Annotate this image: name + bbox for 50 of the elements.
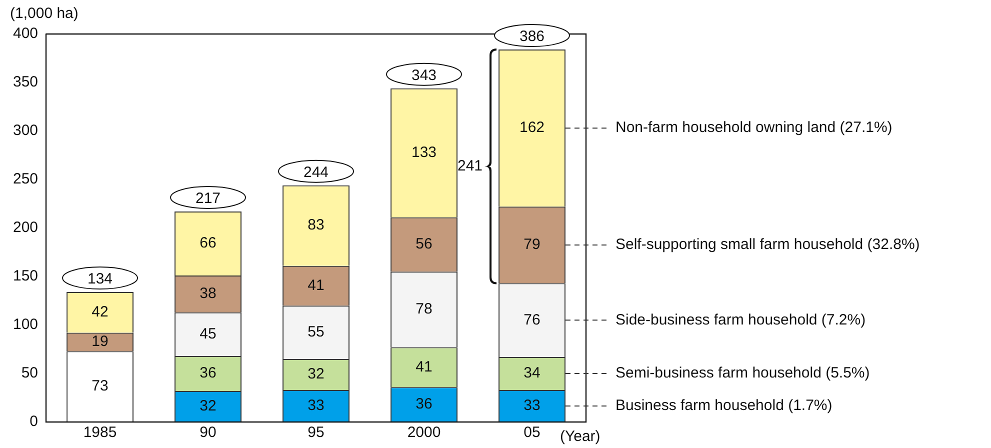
data-label: 32 — [200, 398, 216, 415]
text: Side-business farm household (7.2%) — [615, 311, 866, 328]
data-label: 32 — [308, 366, 324, 383]
x-tick-label: 95 — [308, 424, 324, 442]
y-tick-label: 400 — [12, 25, 38, 42]
y-axis-title: (1,000 ha) — [10, 5, 78, 22]
text: Self-supporting small farm household (32.8%) — [615, 236, 920, 254]
text: Non-farm household owning land (27.1%) — [615, 119, 892, 136]
data-label: 133 — [411, 144, 437, 161]
annotation: 241 — [457, 158, 483, 175]
y-tick-label: 50 — [21, 364, 38, 382]
x-axis-title: (Year) — [560, 428, 600, 445]
y-tick-label: 350 — [12, 74, 38, 91]
data-label: 33 — [524, 397, 540, 414]
data-label: 34 — [524, 364, 540, 382]
data-label: 36 — [200, 364, 216, 382]
data-label: 36 — [416, 396, 432, 413]
total-label: 217 — [196, 190, 221, 208]
total-label: 386 — [519, 28, 545, 46]
data-label: 73 — [92, 378, 108, 395]
text: Semi-business farm household (5.5%) — [615, 364, 870, 382]
data-label: 55 — [308, 323, 324, 340]
data-label: 56 — [416, 236, 432, 253]
data-label: 19 — [92, 333, 108, 350]
data-label: 42 — [92, 304, 108, 321]
data-label: 78 — [416, 300, 432, 318]
data-label: 41 — [416, 358, 432, 376]
y-tick-label: 0 — [30, 413, 38, 430]
data-label: 45 — [200, 325, 216, 342]
x-tick-label: 2000 — [407, 424, 441, 442]
data-label: 41 — [308, 276, 324, 294]
total-label: 343 — [411, 66, 437, 84]
data-label: 79 — [524, 236, 540, 254]
y-tick-label: 200 — [12, 219, 38, 236]
y-tick-label: 250 — [12, 170, 38, 188]
data-label: 76 — [524, 311, 540, 328]
data-label: 66 — [200, 234, 216, 252]
total-label: 244 — [304, 164, 329, 181]
y-tick-label: 150 — [12, 268, 38, 285]
data-label: 83 — [308, 216, 324, 234]
y-tick-label: 300 — [12, 122, 38, 140]
data-label: 33 — [308, 397, 324, 414]
x-tick-label: 90 — [200, 424, 216, 442]
x-tick-label: 1985 — [83, 424, 117, 442]
data-label: 162 — [519, 119, 545, 136]
x-tick-label: 05 — [524, 424, 540, 442]
data-label: 38 — [200, 285, 216, 302]
total-label: 134 — [88, 270, 113, 288]
y-tick-label: 100 — [12, 316, 38, 334]
text: Business farm household (1.7%) — [615, 397, 832, 414]
